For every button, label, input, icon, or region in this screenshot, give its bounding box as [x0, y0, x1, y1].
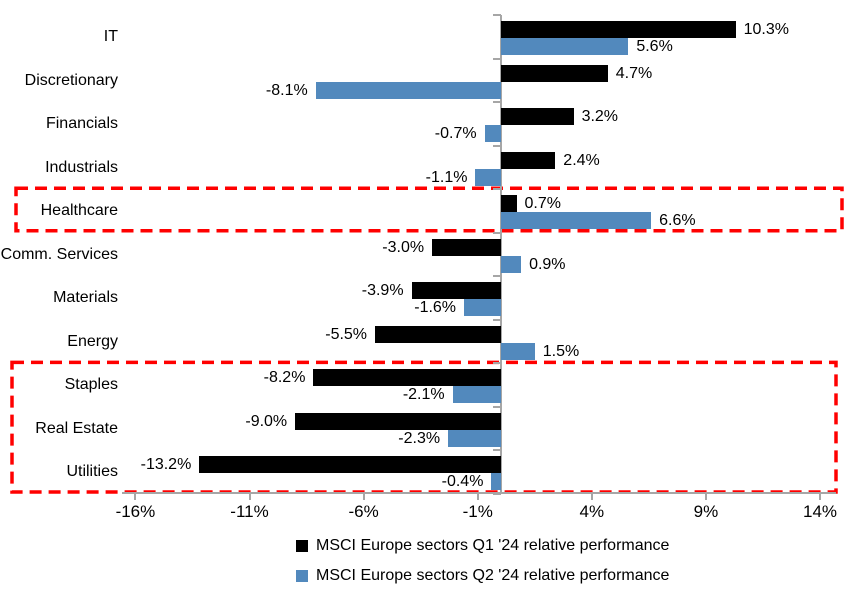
bar-value-label-q2-it: 5.6% — [636, 38, 673, 55]
category-axis-tick — [492, 275, 501, 278]
bar-q2-real-estate — [448, 429, 501, 447]
bar-value-label-q2-energy: 1.5% — [542, 342, 580, 360]
legend-swatch-q2 — [296, 570, 308, 582]
category-label-real-estate: Real Estate — [35, 419, 118, 437]
bar-q1-energy — [375, 325, 501, 343]
bar-q1-it — [500, 21, 736, 38]
bar-value-label-q1-materials: -3.9% — [361, 282, 404, 300]
bar-q1-healthcare — [500, 195, 517, 213]
category-label-utilities: Utilities — [66, 463, 118, 481]
x-tick-label: -6% — [348, 502, 379, 521]
bar-value-label-q2-healthcare: 6.6% — [659, 212, 696, 230]
bar-value-label-q1-healthcare: 0.7% — [524, 195, 561, 213]
x-tick-label: 14% — [803, 502, 838, 521]
bar-value-label-q1-industrials: 2.4% — [563, 151, 600, 169]
x-axis-tick — [819, 492, 822, 500]
bar-value-label-q2-financials: -0.7% — [434, 125, 477, 143]
x-axis-tick — [704, 492, 707, 500]
bar-q1-staples — [313, 369, 501, 387]
category-axis-tick — [492, 449, 501, 452]
chart-legend: MSCI Europe sectors Q1 '24 relative perf… — [296, 531, 669, 591]
x-tick-label: 4% — [579, 502, 605, 521]
legend-item-q2: MSCI Europe sectors Q2 '24 relative perf… — [296, 561, 669, 591]
bar-value-label-q1-staples: -8.2% — [263, 369, 306, 387]
bar-value-label-q2-real-estate: -2.3% — [398, 429, 441, 447]
category-label-discretionary: Discretionary — [24, 71, 118, 89]
category-axis-tick — [492, 57, 501, 60]
bar-q2-it — [500, 38, 629, 55]
category-axis-tick — [492, 144, 501, 147]
bar-q1-comm-services — [432, 238, 501, 256]
x-axis-tick — [362, 492, 365, 500]
category-axis-tick — [492, 362, 501, 365]
x-axis-line — [122, 492, 836, 494]
bar-q2-utilities — [491, 473, 501, 491]
category-axis-tick — [492, 493, 501, 495]
bar-value-label-q2-comm-services: 0.9% — [529, 255, 566, 273]
y-axis-zero-line — [499, 15, 502, 494]
category-axis-tick — [492, 405, 501, 408]
bar-value-label-q2-materials: -1.6% — [414, 299, 457, 317]
bar-q2-energy — [500, 342, 535, 360]
x-axis-tick — [590, 492, 593, 500]
category-axis-tick — [492, 188, 501, 191]
bar-q2-industrials — [475, 168, 501, 186]
category-label-it: IT — [103, 28, 118, 45]
bar-q1-financials — [500, 108, 574, 126]
bar-value-label-q1-it: 10.3% — [743, 21, 789, 38]
bar-value-label-q2-industrials: -1.1% — [425, 168, 468, 186]
category-label-staples: Staples — [64, 376, 118, 394]
bar-q1-discretionary — [500, 64, 608, 82]
bar-q2-financials — [484, 125, 501, 143]
x-tick-label: -11% — [230, 502, 269, 521]
bar-q2-materials — [464, 299, 501, 317]
category-label-comm-services: Comm. Services — [0, 245, 118, 263]
legend-label-q2: MSCI Europe sectors Q2 '24 relative perf… — [316, 567, 670, 584]
category-label-financials: Financials — [45, 115, 118, 133]
bar-q2-comm-services — [500, 255, 522, 273]
bar-q1-materials — [411, 282, 501, 300]
category-label-healthcare: Healthcare — [40, 202, 118, 220]
bar-value-label-q1-utilities: -13.2% — [140, 456, 192, 474]
legend-label-q1: MSCI Europe sectors Q1 '24 relative perf… — [316, 537, 670, 554]
x-axis-tick — [248, 492, 251, 500]
bar-value-label-q1-real-estate: -9.0% — [245, 412, 288, 430]
bar-q1-utilities — [199, 456, 501, 474]
bar-value-label-q2-staples: -2.1% — [402, 386, 445, 404]
x-tick-label: -1% — [462, 502, 493, 521]
category-axis-tick — [492, 231, 501, 234]
legend-swatch-q1 — [296, 540, 308, 552]
category-axis-tick — [492, 14, 501, 16]
bar-value-label-q2-utilities: -0.4% — [441, 473, 484, 491]
bar-value-label-q1-energy: -5.5% — [325, 325, 368, 343]
bar-value-label-q1-discretionary: 4.7% — [615, 64, 653, 82]
bar-q1-real-estate — [295, 412, 501, 430]
x-tick-label: -16% — [115, 502, 156, 521]
category-axis-tick — [492, 318, 501, 321]
bar-value-label-q1-financials: 3.2% — [581, 108, 619, 126]
bar-q2-healthcare — [500, 212, 652, 230]
bar-q2-discretionary — [315, 81, 501, 99]
x-tick-label: 9% — [693, 502, 719, 521]
category-axis-tick — [492, 101, 501, 104]
bar-value-label-q1-comm-services: -3.0% — [382, 238, 425, 256]
legend-item-q1: MSCI Europe sectors Q1 '24 relative perf… — [296, 531, 669, 561]
bar-q2-staples — [452, 386, 501, 404]
category-label-industrials: Industrials — [45, 158, 118, 176]
category-label-materials: Materials — [53, 289, 118, 307]
x-axis-tick — [476, 492, 479, 500]
x-axis-tick — [134, 492, 137, 500]
category-label-energy: Energy — [67, 332, 118, 350]
bar-q1-industrials — [500, 151, 556, 169]
healthcare-box — [14, 186, 844, 233]
bar-value-label-q2-discretionary: -8.1% — [265, 81, 308, 99]
